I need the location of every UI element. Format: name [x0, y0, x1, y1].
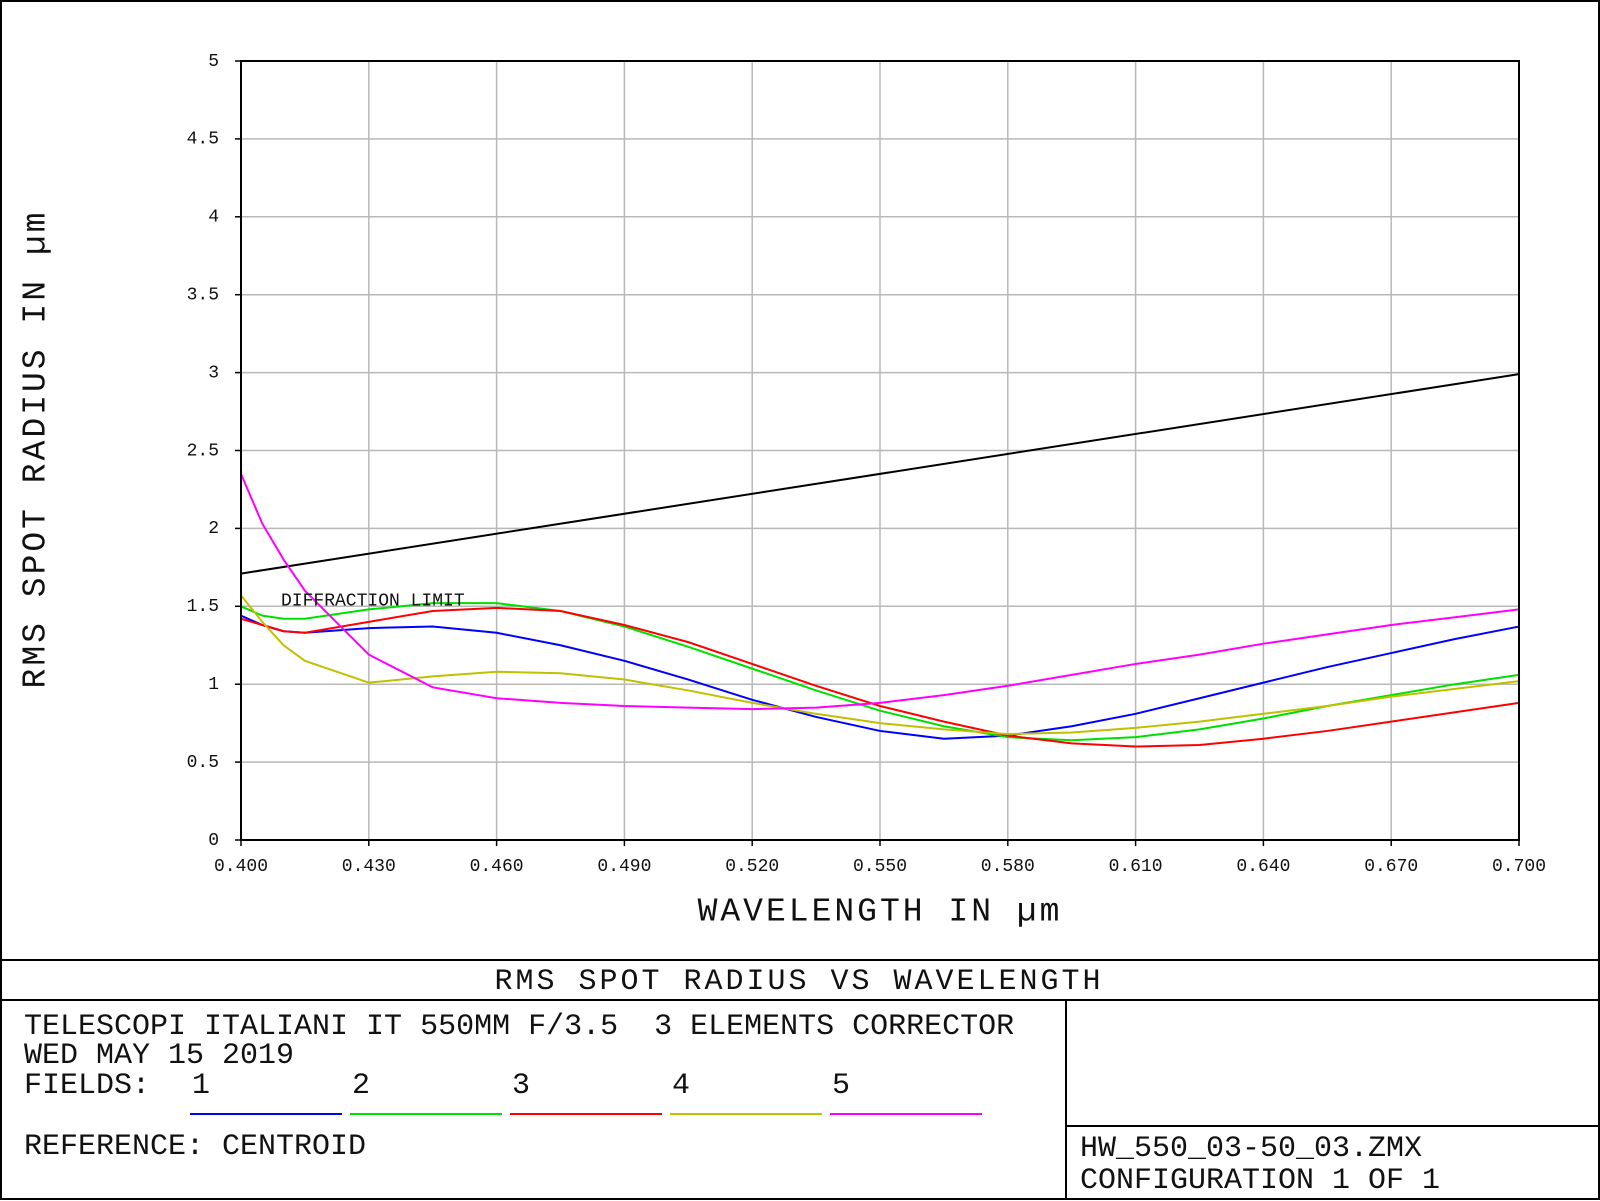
x-tick-label: 0.490 [597, 857, 651, 877]
series-line [240, 594, 1520, 736]
x-tick-label: 0.400 [214, 857, 268, 877]
legend-label: 1 [192, 1069, 210, 1103]
x-axis-label: WAVELENGTH IN µm [698, 894, 1063, 931]
plot-lines [240, 373, 1520, 748]
x-tick-label: 0.610 [1109, 857, 1163, 877]
y-tick-label: 3 [208, 363, 219, 383]
y-tick-label: 1 [208, 675, 219, 695]
plot-frame [240, 60, 1520, 841]
y-tick-label: 1.5 [187, 597, 219, 617]
footer-file: HW_550_03-50_03.ZMX [1080, 1132, 1422, 1166]
x-tick-label: 0.580 [981, 857, 1035, 877]
y-axis-label: RMS SPOT RADIUS IN µm [18, 210, 55, 689]
chart-title: RMS SPOT RADIUS VS WAVELENGTH [494, 965, 1103, 999]
series-line [240, 614, 1520, 740]
x-tick-label: 0.550 [853, 857, 907, 877]
y-tick-label: 3.5 [187, 285, 219, 305]
legend-title: FIELDS: [24, 1069, 150, 1103]
legend-label: 4 [672, 1069, 690, 1103]
grid [235, 60, 1520, 846]
y-tick-label: 0 [208, 831, 219, 851]
legend-label: 3 [512, 1069, 530, 1103]
footer-configuration: CONFIGURATION 1 OF 1 [1080, 1164, 1440, 1198]
y-tick-label: 2.5 [187, 441, 219, 461]
series-line [240, 602, 1520, 742]
footer-date: WED MAY 15 2019 [24, 1039, 294, 1073]
series-line [240, 606, 1520, 748]
y-tick-label: 4.5 [187, 130, 219, 150]
y-tick-label: 4 [208, 208, 219, 228]
y-tick-label: 2 [208, 519, 219, 539]
x-tick-label: 0.430 [342, 857, 396, 877]
x-tick-label: 0.520 [725, 857, 779, 877]
series-line [240, 473, 1520, 711]
y-tick-label: 5 [208, 52, 219, 72]
x-tick-label: 0.700 [1492, 857, 1546, 877]
x-tick-label: 0.670 [1364, 857, 1418, 877]
legend-label: 5 [832, 1069, 850, 1103]
footer-description: TELESCOPI ITALIANI IT 550MM F/3.5 3 ELEM… [24, 1010, 1014, 1044]
x-tick-label: 0.640 [1236, 857, 1290, 877]
diffraction-limit-line [240, 373, 1520, 575]
footer-reference: REFERENCE: CENTROID [24, 1130, 366, 1164]
diffraction-limit-label: DIFFRACTION LIMIT [281, 591, 465, 611]
x-tick-label: 0.460 [470, 857, 524, 877]
y-tick-label: 0.5 [187, 753, 219, 773]
legend-label: 2 [352, 1069, 370, 1103]
